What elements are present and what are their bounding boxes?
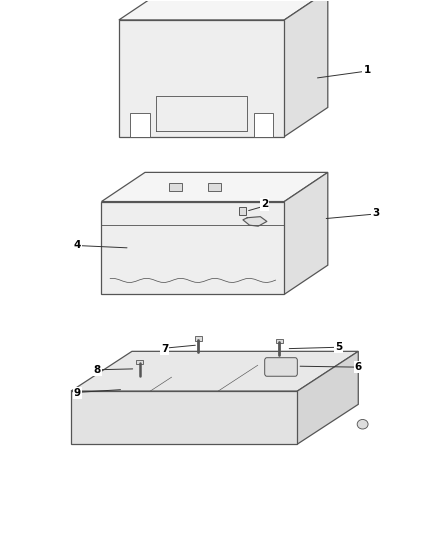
Text: 1: 1	[364, 66, 371, 75]
Polygon shape	[254, 114, 273, 136]
Text: 8: 8	[93, 365, 101, 375]
Text: 7: 7	[161, 344, 168, 354]
Polygon shape	[130, 114, 150, 136]
Polygon shape	[71, 351, 358, 391]
Text: 5: 5	[335, 342, 343, 352]
Polygon shape	[119, 20, 284, 136]
Polygon shape	[284, 0, 328, 136]
Polygon shape	[284, 172, 328, 294]
Bar	[169, 183, 182, 191]
Polygon shape	[71, 391, 297, 444]
Text: 9: 9	[74, 387, 81, 398]
Text: 6: 6	[355, 362, 362, 372]
Text: 3: 3	[372, 208, 379, 219]
FancyBboxPatch shape	[265, 358, 297, 376]
Polygon shape	[102, 201, 284, 294]
Ellipse shape	[357, 419, 368, 429]
Polygon shape	[102, 172, 328, 201]
Bar	[194, 336, 201, 341]
Text: 2: 2	[261, 199, 268, 209]
Bar	[208, 183, 221, 191]
Bar	[276, 339, 283, 343]
Polygon shape	[297, 351, 358, 444]
Polygon shape	[119, 0, 328, 20]
Bar	[239, 207, 247, 215]
Text: 4: 4	[74, 240, 81, 251]
Bar	[136, 360, 143, 364]
Polygon shape	[243, 216, 267, 226]
